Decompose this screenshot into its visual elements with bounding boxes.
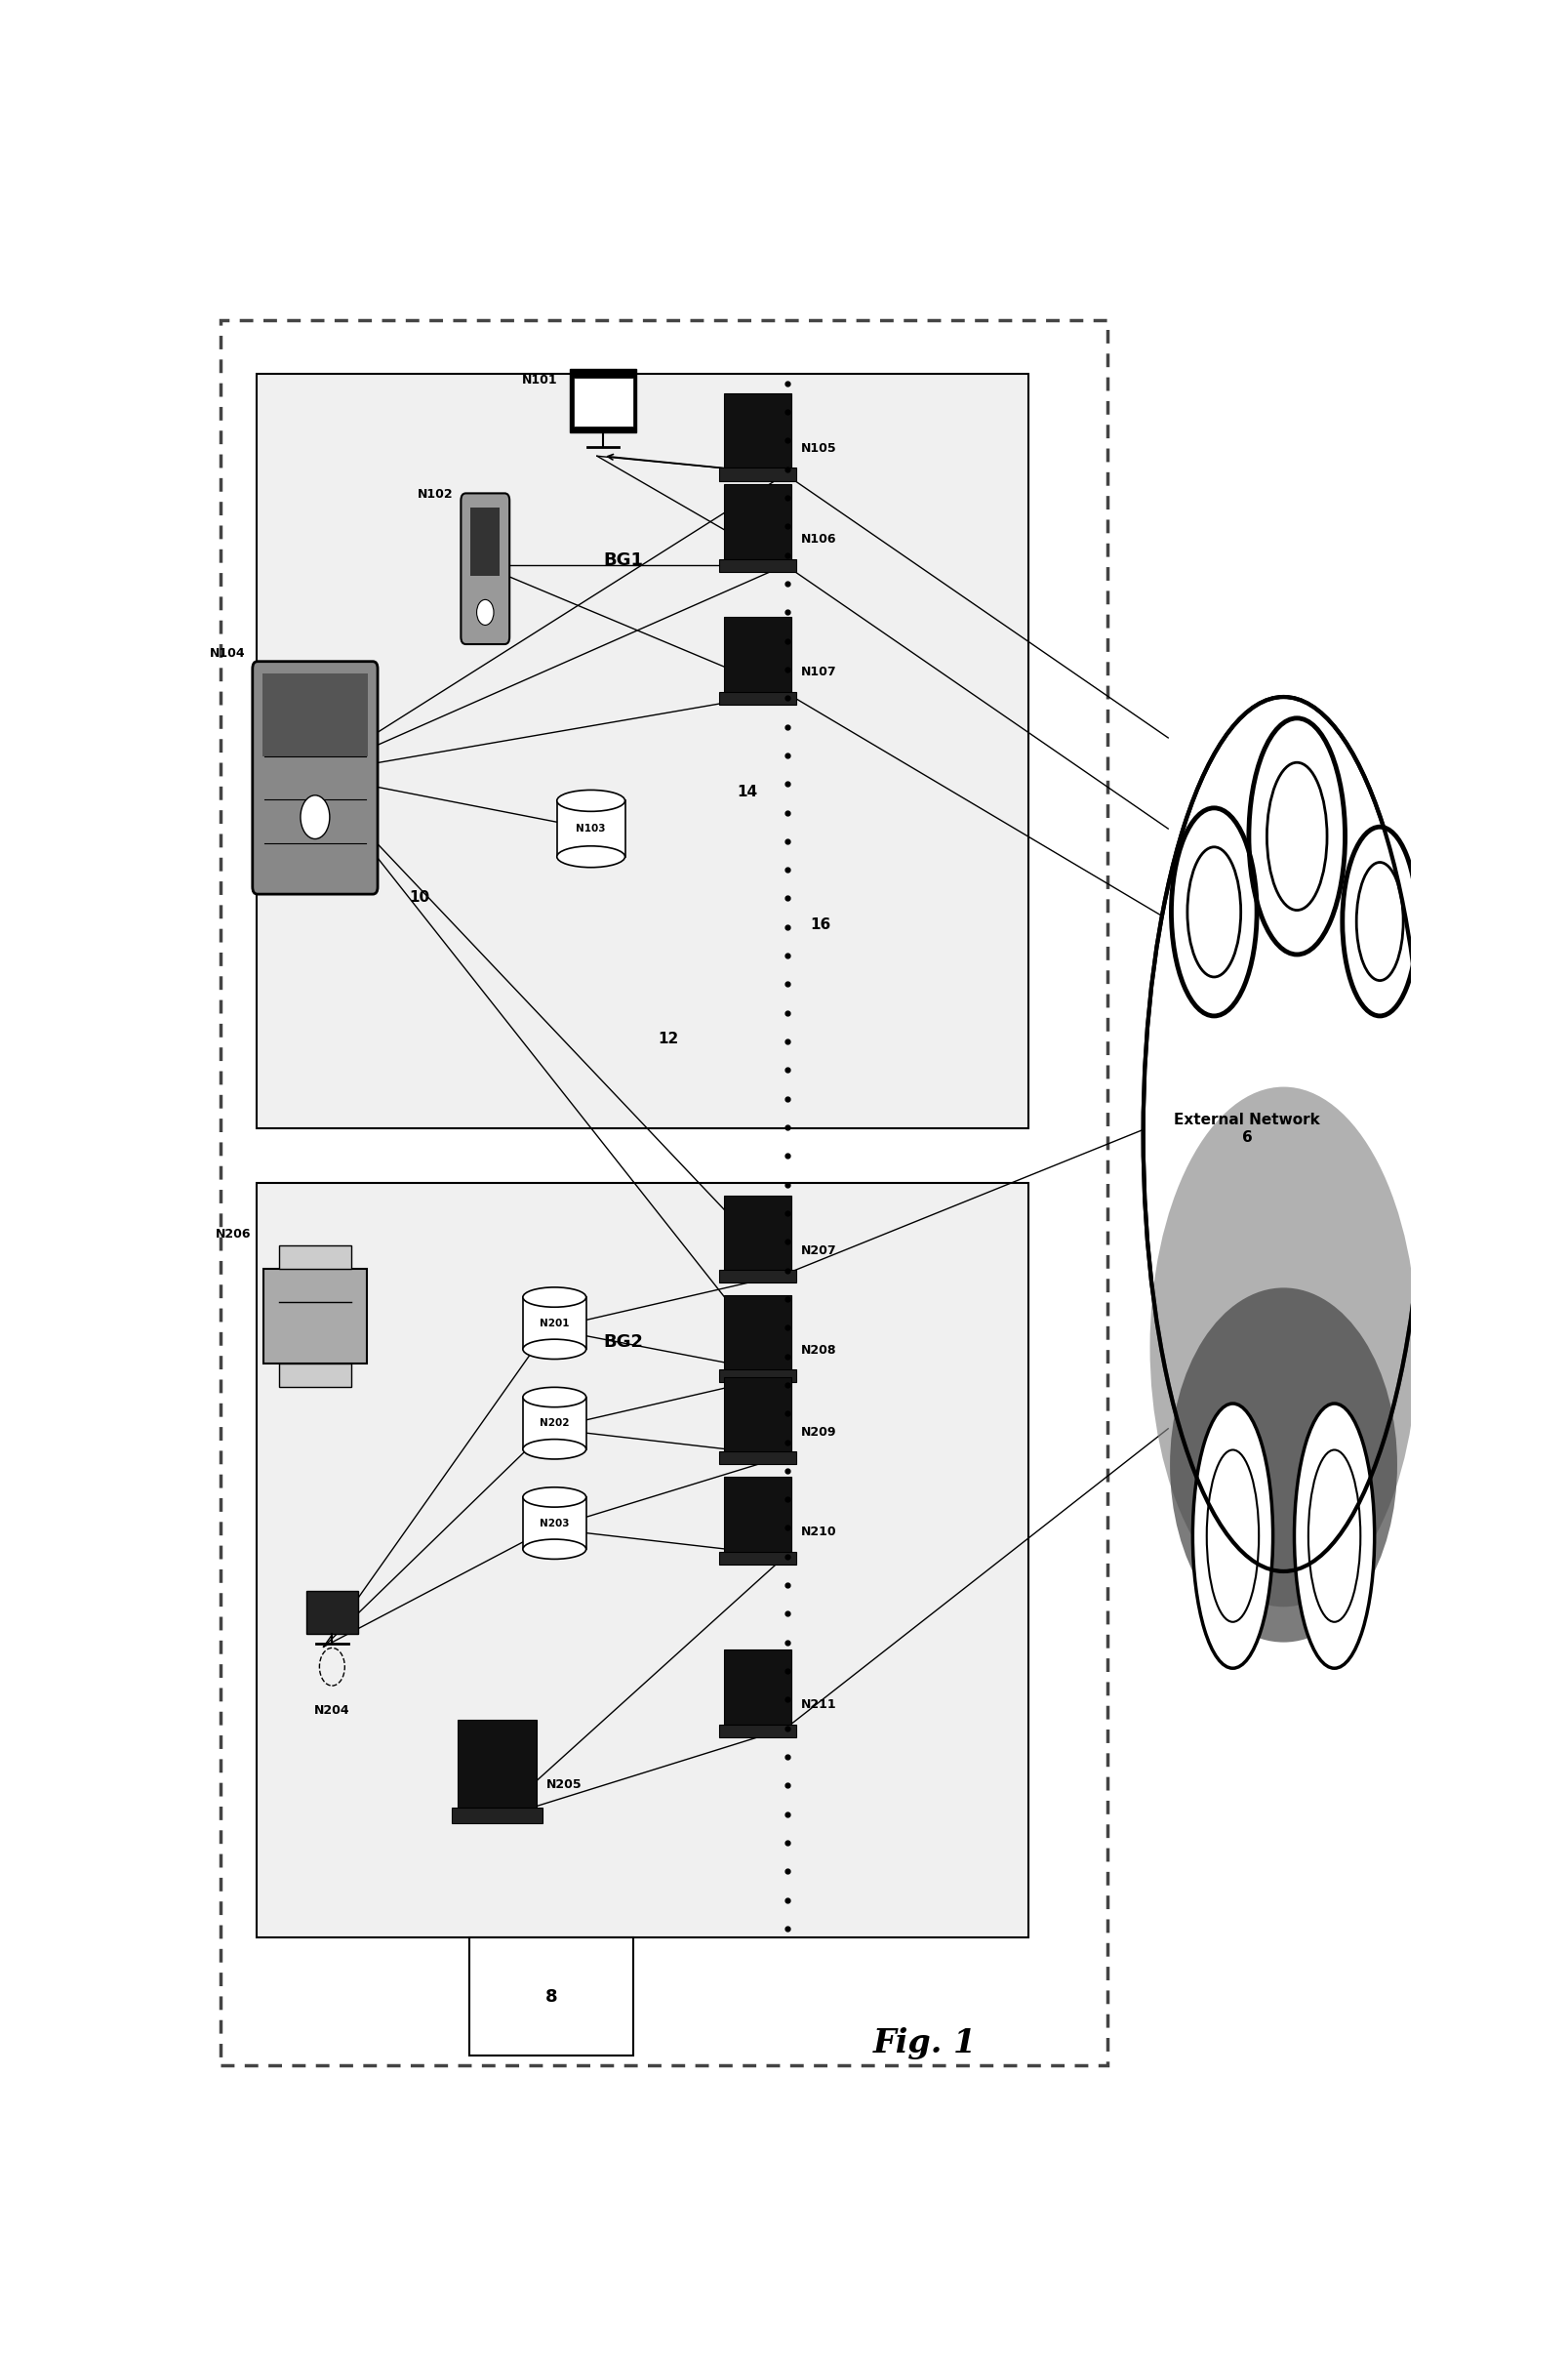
FancyBboxPatch shape [461,493,510,645]
Bar [720,692,797,704]
Bar [720,467,797,482]
Bar [724,1195,790,1270]
Text: N107: N107 [801,666,836,678]
Text: BG1: BG1 [604,552,643,569]
Bar [279,1362,351,1386]
Ellipse shape [1294,1402,1375,1669]
Text: N209: N209 [801,1426,836,1438]
Bar [720,1551,797,1565]
Text: 16: 16 [809,916,831,933]
Ellipse shape [557,845,626,866]
Circle shape [301,796,329,838]
Ellipse shape [1143,696,1424,1572]
Bar [720,1452,797,1464]
Text: 14: 14 [737,784,757,798]
Bar [307,1591,358,1634]
Text: N104: N104 [210,647,245,659]
Ellipse shape [522,1440,586,1459]
Text: N105: N105 [801,442,836,456]
Bar [452,1809,543,1823]
Bar [574,378,633,427]
Bar [522,1398,586,1450]
Text: N103: N103 [575,824,605,833]
Bar [724,1376,790,1452]
Text: N101: N101 [522,373,558,387]
Text: N201: N201 [539,1317,569,1329]
Bar [724,484,790,560]
Bar [720,1270,797,1282]
Text: BG2: BG2 [604,1334,643,1350]
Bar [262,673,368,756]
Ellipse shape [1248,718,1345,954]
Text: 8: 8 [546,1988,558,2004]
Text: External Network
6: External Network 6 [1174,1112,1320,1145]
Text: N207: N207 [801,1244,836,1256]
Circle shape [477,600,494,626]
FancyBboxPatch shape [252,661,378,895]
Text: N204: N204 [314,1705,350,1716]
Text: Fig. 1: Fig. 1 [873,2028,977,2059]
Bar [724,1478,790,1554]
Text: N102: N102 [419,489,453,501]
Ellipse shape [522,1388,586,1407]
Ellipse shape [522,1339,586,1360]
Bar [720,560,797,571]
Bar [557,800,626,857]
Bar [470,508,500,576]
Polygon shape [257,375,1029,1129]
Text: N203: N203 [539,1518,569,1528]
Text: 12: 12 [659,1032,679,1046]
Text: N208: N208 [801,1343,836,1358]
Ellipse shape [1149,1086,1417,1608]
Bar [469,1938,633,2056]
Ellipse shape [522,1539,586,1558]
Bar [263,1268,367,1362]
Bar [724,394,790,470]
Bar [458,1719,536,1809]
Text: N206: N206 [216,1228,251,1240]
Bar [724,1650,790,1726]
Text: 10: 10 [409,890,430,904]
Bar [720,1724,797,1738]
Polygon shape [257,1183,1029,1938]
Bar [522,1296,586,1348]
Text: N202: N202 [539,1419,569,1428]
Ellipse shape [557,791,626,812]
Bar [724,616,790,692]
Bar [724,1296,790,1372]
Text: N106: N106 [801,534,836,545]
Bar [522,1497,586,1549]
Text: N210: N210 [801,1525,836,1539]
Ellipse shape [522,1487,586,1506]
Ellipse shape [1171,807,1258,1015]
Bar [279,1244,351,1268]
Ellipse shape [1193,1402,1273,1669]
Text: N205: N205 [547,1778,582,1792]
Bar [569,368,637,432]
Ellipse shape [522,1287,586,1308]
Ellipse shape [1170,1287,1397,1643]
Text: N211: N211 [801,1698,836,1712]
Bar [720,1369,797,1384]
Ellipse shape [1342,826,1417,1015]
